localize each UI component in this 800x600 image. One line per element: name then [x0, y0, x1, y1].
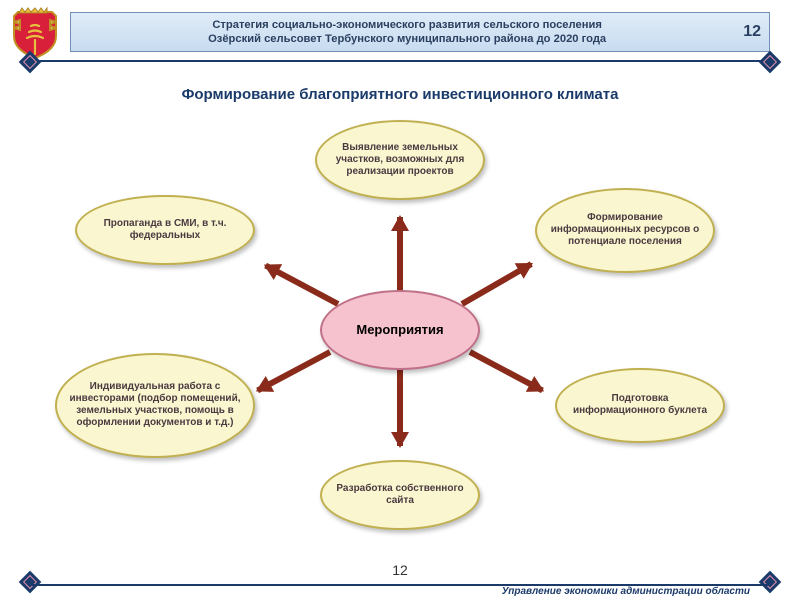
corner-diamond-icon [759, 51, 782, 74]
header-divider [30, 60, 770, 62]
diagram-node: Пропаганда в СМИ, в т.ч. федеральных [75, 195, 255, 265]
diagram-node: Разработка собственного сайта [320, 460, 480, 530]
diagram-node: Выявление земельных участков, возможных … [315, 120, 485, 200]
radial-diagram: Выявление земельных участков, возможных … [0, 100, 800, 570]
diagram-arrow [397, 217, 403, 295]
header-page-number: 12 [743, 23, 761, 41]
diagram-arrow [397, 368, 403, 446]
page-number-center: 12 [0, 562, 800, 578]
diagram-node: Подготовка информационного буклета [555, 368, 725, 443]
header-title-line2: Озёрский сельсовет Тербунского муниципал… [79, 32, 735, 46]
header-bar: Стратегия социально-экономического разви… [70, 12, 770, 52]
header-title: Стратегия социально-экономического разви… [79, 18, 735, 46]
footer-bar: Управление экономики администрации облас… [30, 584, 770, 598]
diagram-arrow [264, 263, 339, 307]
diagram-center-node: Мероприятия [320, 290, 480, 370]
diagram-arrow [469, 349, 544, 393]
footer-text: Управление экономики администрации облас… [502, 586, 750, 597]
diagram-arrow [461, 261, 533, 306]
diagram-node: Формирование информационных ресурсов о п… [535, 188, 715, 273]
diagram-node: Индивидуальная работа с инвесторами (под… [55, 353, 255, 458]
diagram-arrow [256, 349, 331, 393]
header-title-line1: Стратегия социально-экономического разви… [79, 18, 735, 32]
